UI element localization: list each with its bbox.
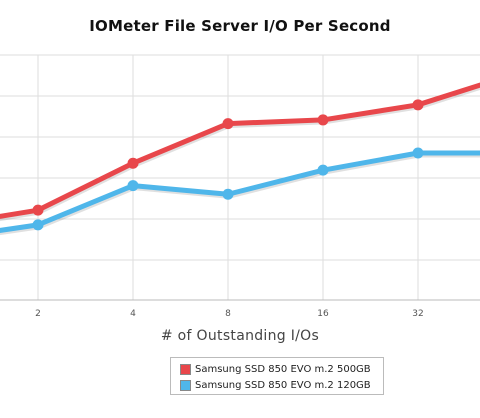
series-0-point-4[interactable] <box>127 157 139 169</box>
x-tick-labels: 2 4 8 16 32 <box>35 309 424 319</box>
series-1-point-8[interactable] <box>222 188 234 200</box>
x-axis-label: # of Outstanding I/Os <box>160 328 320 344</box>
legend-item-500gb[interactable]: Samsung SSD 850 EVO m.2 500GB <box>180 362 383 377</box>
series-lines <box>0 82 480 236</box>
grid <box>0 54 480 301</box>
legend-swatch-500gb <box>180 364 191 375</box>
series-line-0 <box>0 82 480 219</box>
x-tick-label-2: 2 <box>35 309 41 319</box>
series-1-point-2[interactable] <box>32 219 44 231</box>
series-1-point-16[interactable] <box>317 164 329 176</box>
legend-label-500gb: Samsung SSD 850 EVO m.2 500GB <box>195 364 371 375</box>
chart-title: IOMeter File Server I/O Per Second <box>89 17 391 35</box>
legend-swatch-120gb <box>180 380 191 391</box>
series-1-point-4[interactable] <box>127 180 139 192</box>
series-0-point-32[interactable] <box>412 99 424 111</box>
legend: Samsung SSD 850 EVO m.2 500GB Samsung SS… <box>170 357 384 395</box>
series-0-point-8[interactable] <box>222 118 234 130</box>
series-shadow-0 <box>0 84 480 222</box>
legend-label-120gb: Samsung SSD 850 EVO m.2 120GB <box>195 380 371 391</box>
series-0-point-2[interactable] <box>32 204 44 216</box>
x-tick-label-4: 4 <box>130 309 136 319</box>
x-tick-label-16: 16 <box>317 309 329 319</box>
series-1-point-32[interactable] <box>412 147 424 159</box>
x-tick-label-32: 32 <box>412 309 423 319</box>
x-tick-label-8: 8 <box>225 309 231 319</box>
series-0-point-16[interactable] <box>317 114 329 126</box>
legend-item-120gb[interactable]: Samsung SSD 850 EVO m.2 120GB <box>180 378 383 393</box>
